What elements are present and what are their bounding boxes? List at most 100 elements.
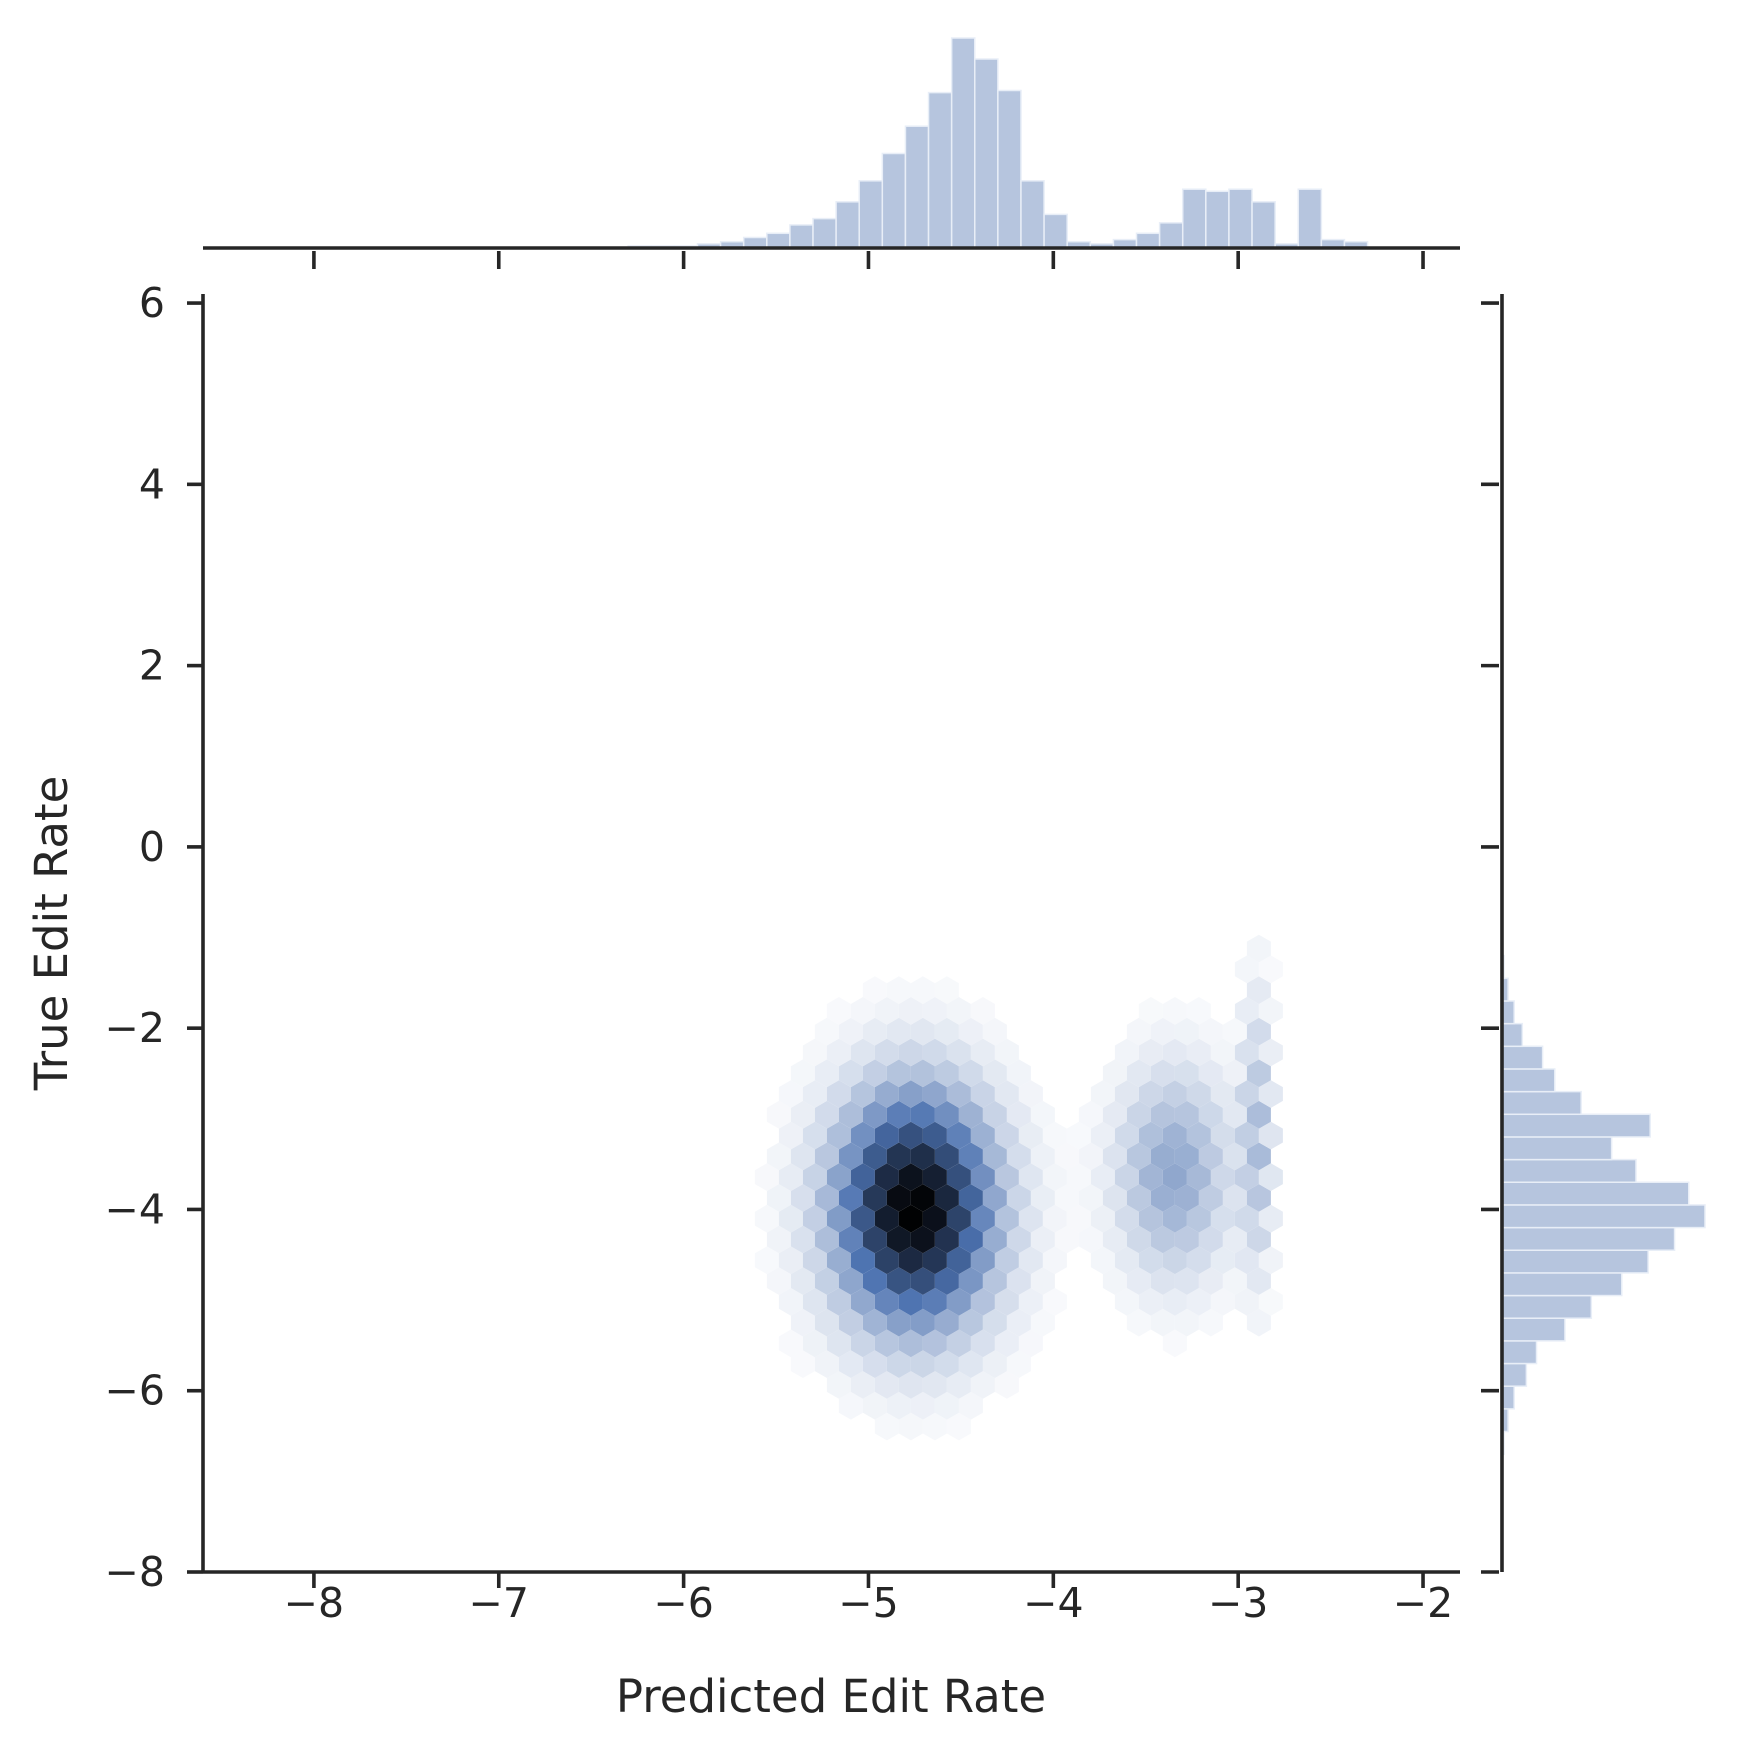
hexbin-cell [1174,1100,1199,1129]
hexbin-cell [1042,1204,1067,1233]
hexbin-cell [1222,1225,1247,1254]
hexbin-cell [1198,1100,1223,1129]
hexbin-cell [1150,1059,1175,1088]
hexbin-cell [778,1080,803,1108]
hexbin-cell [982,1100,1007,1129]
hexbin-cell [958,1391,983,1420]
hexbin-cell [1258,1246,1283,1275]
hexbin-cell [1246,1267,1271,1295]
hexbin-cell [1186,1288,1211,1316]
hexbin-cell [946,1371,971,1399]
hexbin-cell [1162,1204,1187,1233]
hexbin-cell [946,1246,971,1275]
y-tick-label: 6 [139,279,165,327]
hexbin-cell [874,1329,899,1358]
hexbin-cell [982,1350,1007,1378]
hexbin-cell [1054,1184,1079,1212]
hexbin-cell [886,1350,911,1378]
y-tick-label: −2 [105,1004,165,1052]
hexbin-cell [922,1121,947,1150]
hexbin-cell [922,1080,947,1108]
hexbin-cell [1138,1038,1163,1067]
hexbin-cell [994,1204,1019,1233]
marginal-x-bar [858,180,884,249]
hexbin-cell [1006,1100,1031,1129]
hexbin-cell [1054,1225,1079,1254]
hexbin-cell [970,1121,995,1150]
hexbin-cell [826,1080,851,1108]
marginal-x-bar [766,232,791,249]
hexbin-cell [778,1329,803,1358]
hexbin-cell [826,997,851,1025]
hexbin-cell [1126,1059,1151,1088]
hexbin-cell [922,997,947,1025]
hexbin-cell [826,1288,851,1316]
marginal-x-bar [1158,222,1184,249]
hexbin-cell [862,1059,887,1088]
hexbin-cell [1090,1121,1115,1150]
hexbin-cell [994,1080,1019,1108]
hexbin-cell [1186,1246,1211,1275]
hexbin-cell [982,1059,1007,1088]
hexbin-cell [946,1121,971,1150]
hexbin-cell [814,1017,839,1046]
hexbin-cell [1222,1142,1247,1171]
hexbin-cell [802,1080,827,1108]
hexbin-cell [898,1329,923,1358]
hexbin-cell [1174,1059,1199,1088]
hexbin-cell [862,1184,887,1212]
hexbin-cell [1234,1038,1259,1067]
hexbin-cell [1030,1100,1055,1129]
hexbin-cell [982,1308,1007,1337]
hexbin-cell [1258,955,1283,984]
hexbin-cell [982,1017,1007,1046]
hexbin-cell [1006,1267,1031,1295]
hexbin-cell [1006,1225,1031,1254]
hexbin-cell [1150,1017,1175,1046]
hexbin-cell [934,1184,959,1212]
hexbin-cell [898,997,923,1025]
hexbin-cell [970,997,995,1025]
hexbin-cell [1078,1100,1103,1129]
hexbin-cell [898,1204,923,1233]
hexbin-cell [862,1267,887,1295]
hexbin-cell [850,1038,875,1067]
hexbin-cell [1210,1121,1235,1150]
hexbin-cell [934,1391,959,1420]
hexbin-cell [1138,1121,1163,1150]
hexbin-cell [1138,997,1163,1025]
marginal-y-bar [1501,1204,1706,1229]
hexbin-cell [1198,1059,1223,1088]
hexbin-cell [970,1080,995,1108]
hexbin-cell [1066,1163,1091,1191]
hexbin-cell [1174,1142,1199,1171]
hexbin-cell [970,1163,995,1191]
hexbin-cell [1042,1163,1067,1191]
hexbin-cell [886,1308,911,1337]
hexbin-cell [1258,1204,1283,1233]
hexbin-cell [1222,1184,1247,1212]
hexbin-cell [1222,1017,1247,1046]
hexbin-cell [898,1038,923,1067]
hexbin-cell [886,1267,911,1295]
hexbin-cell [874,997,899,1025]
hexbin-cell [958,1308,983,1337]
hexbin-cell [850,1163,875,1191]
hexbin-cell [1174,1225,1199,1254]
hexbin-cell [1126,1308,1151,1337]
hexbin-cell [1210,1080,1235,1108]
hexbin-cell [1030,1142,1055,1171]
hexbin-cell [1126,1267,1151,1295]
hexbin-cell [826,1329,851,1358]
hexbin-cell [994,1288,1019,1316]
hexbin-cell [922,1246,947,1275]
hexbin-cell [1030,1267,1055,1295]
hexbin-cell [982,1142,1007,1171]
hexbin-cell [850,1204,875,1233]
marginal-y-bar [1501,1090,1582,1116]
marginal-y-bar [1501,1045,1544,1070]
hexbin-cell [886,1017,911,1046]
hexbin-cell [1210,1163,1235,1191]
hexbin-cell [946,1412,971,1441]
